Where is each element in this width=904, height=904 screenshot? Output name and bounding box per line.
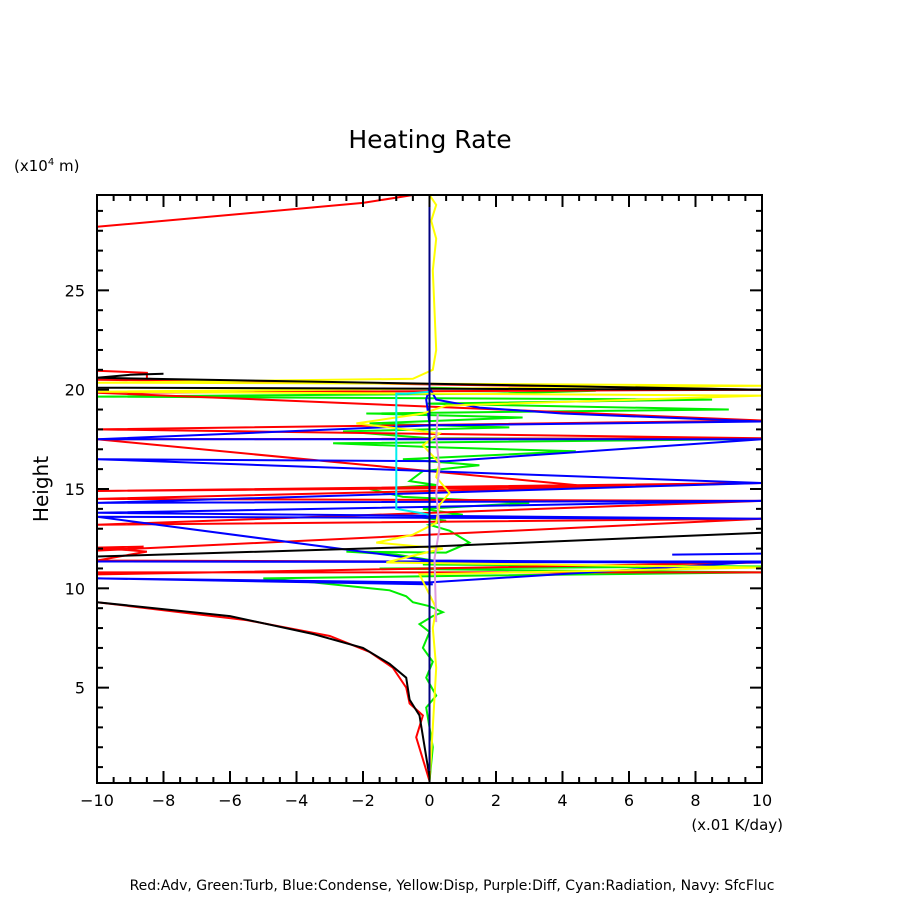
y-axis-label: Height	[29, 456, 53, 522]
x-tick-labels: −10 −8 −6 −4 −2 0 2 4 6 8 10	[80, 791, 772, 810]
x-tick-label: −8	[152, 791, 176, 810]
plot-area	[96, 194, 763, 784]
y-tick-labels: 5 10 15 20 25	[65, 281, 85, 697]
x-tick-label: −2	[351, 791, 375, 810]
series-disp	[97, 195, 762, 782]
y-tick-label: 10	[65, 579, 85, 598]
series-black-overlay	[97, 601, 431, 778]
chart-title: Heating Rate	[348, 125, 511, 154]
y-tick-label: 25	[65, 281, 85, 300]
series-radiation	[395, 390, 430, 516]
series-condense-spike	[672, 552, 762, 556]
legend: Red:Adv, Green:Turb, Blue:Condense, Yell…	[130, 878, 775, 894]
series-diff	[433, 413, 441, 623]
series-black-upper	[97, 372, 762, 391]
y-tick-label: 20	[65, 381, 85, 400]
ticks-layer	[96, 195, 763, 783]
x-tick-label: 8	[690, 791, 700, 810]
x-tick-label: −10	[80, 791, 114, 810]
x-tick-label: 2	[491, 791, 501, 810]
x-tick-label: −4	[285, 791, 309, 810]
y-tick-label: 15	[65, 480, 85, 499]
series-adv-upper	[97, 195, 414, 228]
y-tick-label: 5	[75, 679, 85, 698]
x-tick-label: 6	[624, 791, 634, 810]
x-tick-label: 10	[752, 791, 772, 810]
y-unit-label: (x104 m)	[14, 157, 79, 175]
x-tick-label: 0	[424, 791, 434, 810]
x-axis-label: (x.01 K/day)	[691, 816, 783, 834]
x-tick-label: −6	[218, 791, 242, 810]
series-adv	[97, 601, 431, 782]
x-tick-label: 4	[557, 791, 567, 810]
series-layer	[97, 195, 762, 782]
